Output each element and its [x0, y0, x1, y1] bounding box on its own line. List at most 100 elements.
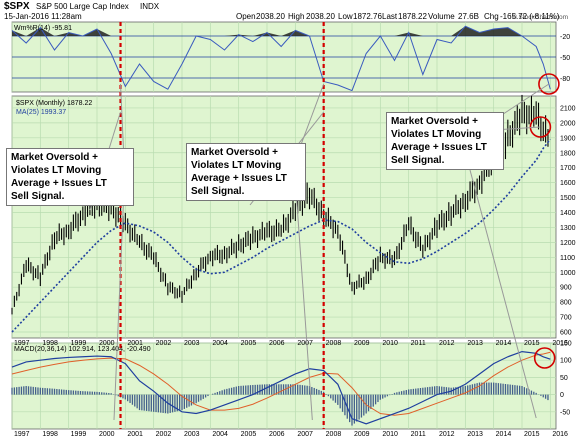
callout-line	[120, 83, 125, 161]
macd-y-tick-label: 150	[560, 341, 572, 348]
willr-oversold-circle	[538, 73, 560, 95]
willr-y-tick-label: -20	[560, 34, 570, 41]
price-y-tick-label: 900	[560, 285, 572, 292]
ma-legend: MA(25) 1993.37	[16, 109, 66, 116]
open-value: 2038.20	[256, 12, 285, 21]
macd-x-tick-label: 2011	[411, 431, 426, 436]
high-value: 2038.20	[306, 12, 335, 21]
last-label: Last	[382, 12, 398, 21]
macd-series	[11, 350, 551, 426]
annotation-box-1: Market Oversold + Violates LT Moving Ave…	[6, 148, 134, 206]
macd-x-tick-label: 1998	[42, 431, 58, 436]
price-x-tick-label: 2001	[127, 340, 143, 347]
date: 15-Jan-2016 11:28am	[4, 12, 82, 21]
price-y-tick-label: 1800	[560, 150, 576, 157]
macd-x-tick-label: 2012	[439, 431, 455, 436]
price-series	[11, 94, 551, 333]
price-x-tick-label: 2007	[297, 340, 313, 347]
ma25-line	[11, 138, 551, 333]
macd-x-tick-label: 2006	[269, 431, 285, 436]
price-x-tick-label: 2016	[552, 340, 568, 347]
price-x-tick-label: 2008	[326, 340, 342, 347]
macd-x-tick-label: 2008	[326, 431, 342, 436]
macd-x-tick-label: 1997	[14, 431, 30, 436]
willr-y-tick-label: -80	[560, 76, 570, 83]
macd-x-tick-label: 2014	[496, 431, 512, 436]
willr-y-tick-label: -50	[560, 55, 570, 62]
open-label: Open	[236, 12, 256, 21]
callout-line	[113, 189, 125, 421]
macd-x-tick-label: 2009	[354, 431, 370, 436]
price-y-tick-label: 600	[560, 330, 572, 337]
price-x-tick-label: 1998	[42, 340, 58, 347]
index-name: S&P 500 Large Cap Index	[36, 2, 129, 11]
price-x-tick-label: 2014	[496, 340, 512, 347]
last-value: 1878.22	[398, 12, 427, 21]
macd-x-tick-label: 2004	[212, 431, 228, 436]
low-label: Low	[338, 12, 353, 21]
macd-x-tick-label: 2015	[524, 431, 540, 436]
axis-labels: 1997 1997 1998 1998 1999 1999 2000 2000 2001 2001…	[14, 34, 576, 436]
price-x-tick-label: 1997	[14, 340, 30, 347]
macd-y-tick-label: -50	[560, 409, 570, 416]
macd-x-tick-label: 2003	[184, 431, 200, 436]
price-y-tick-label: 2100	[560, 105, 576, 112]
callout-line	[469, 169, 537, 419]
price-x-tick-label: 1999	[71, 340, 87, 347]
macd-y-tick-label: 50	[560, 375, 568, 382]
price-y-tick-label: 1700	[560, 165, 576, 172]
price-y-tick-label: 1600	[560, 180, 576, 187]
price-legend: $SPX (Monthly) 1878.22	[16, 100, 92, 107]
price-y-tick-label: 800	[560, 300, 572, 307]
price-x-tick-label: 2011	[411, 340, 426, 347]
price-y-tick-label: 1900	[560, 135, 576, 142]
price-x-tick-label: 2000	[99, 340, 115, 347]
macd-cross-circle	[533, 347, 556, 369]
macd-x-tick-label: 2002	[156, 431, 172, 436]
price-y-tick-label: 700	[560, 315, 572, 322]
chg-value: -165.72 (-8.11%)	[500, 12, 560, 21]
chg-label: Chg	[484, 12, 499, 21]
volume-label: Volume	[428, 12, 455, 21]
macd-x-tick-label: 2016	[552, 431, 568, 436]
price-y-tick-label: 1100	[560, 255, 575, 262]
willr-series	[11, 25, 551, 92]
price-x-tick-label: 2006	[269, 340, 285, 347]
annotation-box-3: Market Oversold + Violates LT Moving Ave…	[386, 112, 504, 170]
price-x-tick-label: 2002	[156, 340, 172, 347]
symbol: $SPX	[4, 1, 30, 12]
price-x-tick-label: 2013	[467, 340, 483, 347]
macd-signal-line	[11, 351, 551, 416]
macd-x-tick-label: 1999	[71, 431, 87, 436]
price-x-tick-label: 2012	[439, 340, 455, 347]
macd-x-tick-label: 2013	[467, 431, 483, 436]
macd-y-tick-label: 0	[560, 392, 564, 399]
price-y-tick-label: 1000	[560, 270, 576, 277]
price-break-circle	[529, 116, 552, 138]
watermark: © StockCharts.com	[512, 13, 568, 21]
high-label: High	[288, 12, 304, 21]
macd-x-tick-label: 2000	[99, 431, 115, 436]
willr-legend: Wm%R(14) -95.81	[14, 25, 72, 32]
low-value: 1872.76	[353, 12, 382, 21]
price-x-tick-label: 2003	[184, 340, 200, 347]
price-x-tick-label: 2015	[524, 340, 540, 347]
macd-line	[11, 350, 551, 425]
volume-value: 27.6B	[458, 12, 479, 21]
price-y-tick-label: 1500	[560, 195, 576, 202]
exchange: INDX	[140, 2, 160, 11]
macd-x-tick-label: 2001	[127, 431, 143, 436]
willr-line	[11, 25, 551, 92]
price-y-tick-label: 1400	[560, 210, 576, 217]
price-x-tick-label: 2005	[241, 340, 257, 347]
willr-overbought-fill	[12, 26, 551, 36]
price-y-tick-label: 1300	[560, 225, 576, 232]
macd-x-tick-label: 2005	[241, 431, 257, 436]
price-y-tick-label: 2000	[560, 120, 576, 127]
macd-y-tick-label: 100	[560, 358, 572, 365]
price-x-tick-label: 2009	[354, 340, 370, 347]
price-x-tick-label: 2004	[212, 340, 228, 347]
macd-x-tick-label: 2007	[297, 431, 313, 436]
price-y-tick-label: 1200	[560, 240, 576, 247]
